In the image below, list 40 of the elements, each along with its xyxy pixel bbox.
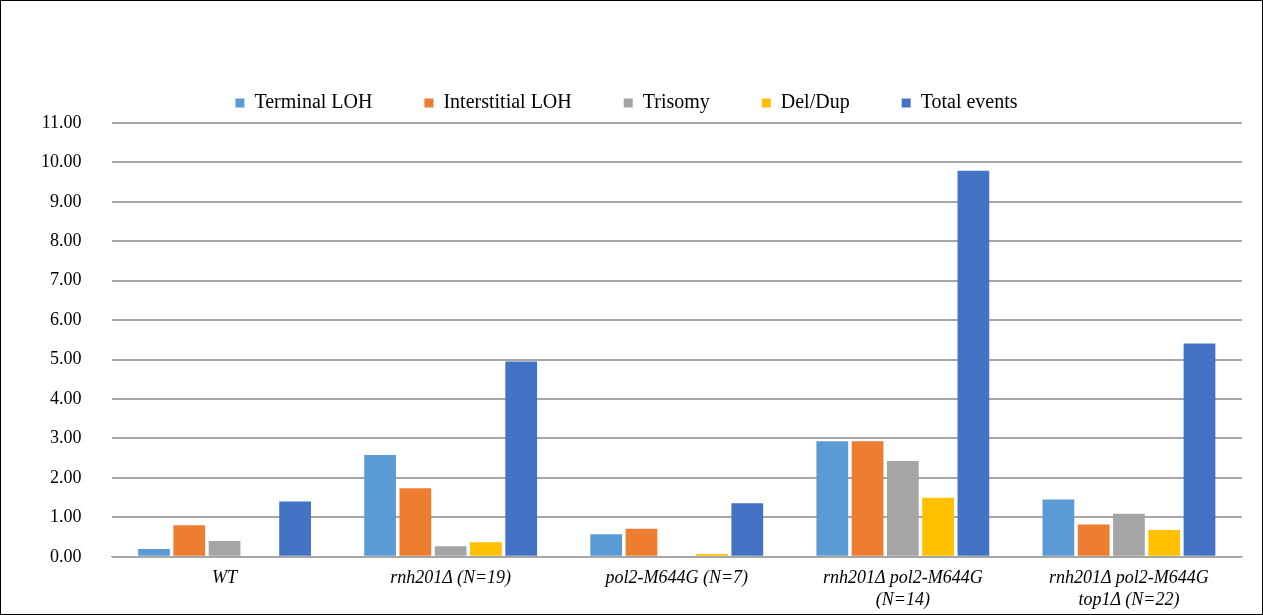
y-tick-label: 1.00: [50, 506, 82, 527]
bar: [173, 525, 206, 556]
bar: [1148, 529, 1181, 556]
x-tick-label: rnh201Δ pol2-M644G top1Δ (N=22): [1049, 567, 1209, 610]
bar: [1077, 524, 1110, 556]
y-tick-label: 2.00: [50, 466, 82, 487]
legend-label: Interstitial LOH: [443, 90, 572, 113]
legend-label: Trisomy: [642, 90, 710, 114]
legend-label: Total events: [920, 90, 1018, 113]
bar: [138, 548, 170, 556]
bar: [590, 534, 623, 556]
y-tick-label: 6.00: [50, 308, 82, 329]
bar: [922, 497, 954, 556]
bar: [470, 542, 502, 556]
bar: [1183, 343, 1216, 556]
x-tick-label: pol2-M644G (N=7): [603, 567, 749, 589]
bar: [1042, 499, 1075, 556]
y-tick-label: 9.00: [50, 190, 82, 211]
x-tick-label: rnh201Δ (N=19): [390, 567, 512, 589]
y-tick-label: 7.00: [50, 269, 82, 290]
y-tick-label: 0.00: [50, 545, 82, 566]
bar: [364, 455, 396, 556]
y-tick-label: 5.00: [50, 348, 82, 369]
x-tick-label: rnh201Δ pol2-M644G (N=14): [822, 567, 983, 610]
bar: [625, 528, 658, 556]
y-tick-label: 8.00: [50, 230, 82, 251]
bar: [731, 503, 764, 556]
bar: [399, 488, 432, 556]
legend-label: Terminal LOH: [254, 90, 373, 113]
bar: [505, 361, 538, 556]
bar: [851, 441, 884, 556]
bar: [957, 170, 990, 556]
x-tick-label: WT: [212, 567, 240, 588]
y-tick-label: 10.00: [41, 151, 82, 172]
y-tick-label: 11.00: [41, 111, 82, 132]
legend-label: Del/Dup: [780, 90, 850, 114]
bar: [816, 441, 849, 556]
bar: [279, 501, 311, 556]
y-tick-label: 4.00: [50, 387, 82, 408]
y-tick-label: 3.00: [50, 427, 82, 448]
